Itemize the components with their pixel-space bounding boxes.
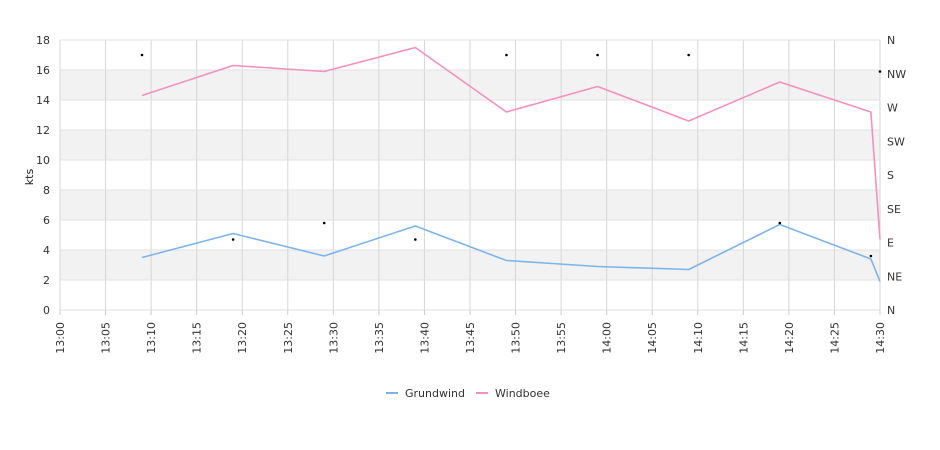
direction-tick-label: N <box>887 34 895 47</box>
legend-label: Windboee <box>495 387 550 400</box>
y-tick-label: 2 <box>43 274 50 287</box>
direction-marker <box>322 221 326 225</box>
y-tick-label: 6 <box>43 214 50 227</box>
x-tick-label: 14:30 <box>874 322 887 354</box>
x-tick-label: 13:45 <box>464 322 477 354</box>
x-tick-label: 14:05 <box>646 322 659 354</box>
x-tick-label: 13:35 <box>373 322 386 354</box>
direction-tick-label: SW <box>887 135 905 148</box>
legend-label: Grundwind <box>405 387 465 400</box>
direction-marker <box>140 53 144 57</box>
direction-tick-label: NE <box>887 270 902 283</box>
x-tick-label: 13:50 <box>510 322 523 354</box>
direction-marker <box>878 70 882 73</box>
x-tick-label: 13:20 <box>236 322 249 354</box>
x-tick-label: 14:25 <box>828 322 841 354</box>
y-tick-label: 0 <box>43 304 50 317</box>
direction-marker <box>687 53 690 57</box>
direction-marker <box>778 221 782 225</box>
direction-marker <box>869 254 873 258</box>
direction-marker <box>414 238 417 241</box>
direction-tick-label: W <box>887 102 898 115</box>
series-lines <box>141 46 881 282</box>
y-tick-label: 18 <box>36 34 50 47</box>
direction-tick-label: NW <box>887 68 906 81</box>
x-tick-label: 13:10 <box>145 322 158 354</box>
direction-marker <box>596 53 599 57</box>
series-line-grundwind <box>141 223 881 282</box>
legend-item-windboee: Windboee <box>476 387 550 400</box>
y-tick-label: 4 <box>43 244 50 257</box>
x-tick-label: 13:05 <box>100 322 113 354</box>
direction-markers <box>140 53 882 258</box>
x-tick-label: 14:15 <box>737 322 750 354</box>
direction-tick-label: E <box>887 237 894 250</box>
x-axis-ticks: 13:00 13:05 13:10 13:15 13:20 13:25 13:30 13:35… <box>54 310 887 354</box>
direction-marker <box>231 238 235 241</box>
x-tick-label: 13:55 <box>555 322 568 354</box>
x-tick-label: 14:10 <box>692 322 705 354</box>
direction-tick-label: N <box>887 304 895 317</box>
legend: Grundwind Windboee <box>386 387 550 400</box>
vertical-gridlines <box>59 40 881 310</box>
y-axis-label: kts <box>23 169 36 186</box>
x-tick-label: 14:00 <box>601 322 614 354</box>
x-tick-label: 13:15 <box>191 322 204 354</box>
series-line-windboee <box>141 46 881 240</box>
y-tick-label: 12 <box>36 124 50 137</box>
y-tick-label: 8 <box>43 184 50 197</box>
y-axis-ticks: 0 2 4 6 8 10 12 14 16 18 <box>36 34 50 317</box>
direction-marker <box>505 53 508 57</box>
x-tick-label: 13:25 <box>282 322 295 354</box>
x-tick-label: 13:00 <box>54 322 67 354</box>
direction-tick-label: SE <box>887 203 901 216</box>
y-tick-label: 14 <box>36 94 50 107</box>
x-tick-label: 13:30 <box>327 322 340 354</box>
legend-item-grundwind: Grundwind <box>386 387 465 400</box>
x-tick-label: 14:20 <box>783 322 796 354</box>
direction-axis-ticks: N NE E SE S SW W NW N <box>887 34 906 317</box>
y-tick-label: 10 <box>36 154 50 167</box>
horizontal-gridlines <box>60 39 880 311</box>
x-tick-label: 13:40 <box>418 322 431 354</box>
direction-tick-label: S <box>887 169 894 182</box>
y-tick-label: 16 <box>36 64 50 77</box>
